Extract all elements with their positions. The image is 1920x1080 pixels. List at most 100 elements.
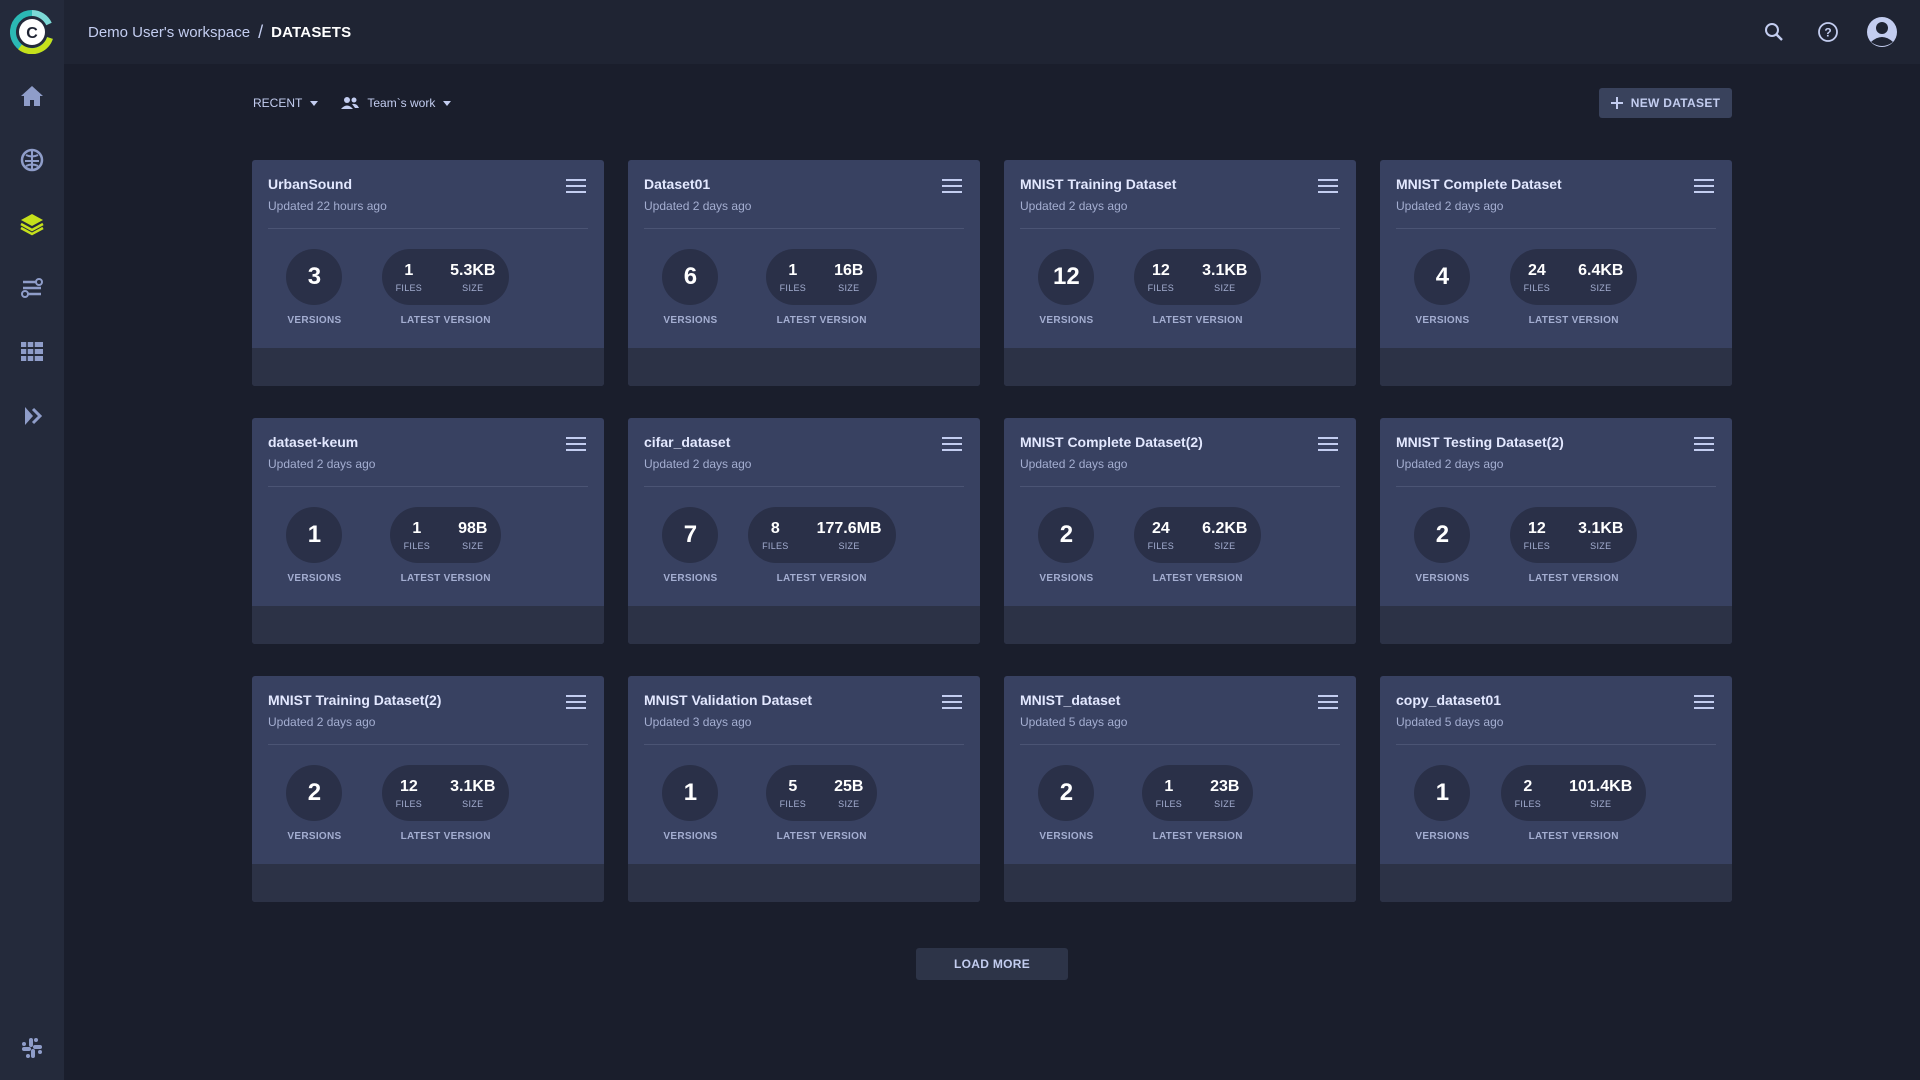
- team-filter-dropdown[interactable]: Team`s work: [340, 96, 452, 110]
- size-value: 3.1KB: [1578, 519, 1624, 537]
- files-count: 12: [1527, 519, 1546, 537]
- versions-count: 2: [1038, 507, 1095, 563]
- sort-dropdown[interactable]: RECENT: [253, 96, 319, 110]
- new-dataset-label: NEW DATASET: [1630, 96, 1721, 110]
- dataset-name: MNIST Training Dataset(2): [268, 692, 442, 708]
- pipelines-icon: [21, 278, 43, 298]
- card-menu-icon[interactable]: [942, 179, 962, 193]
- files-label: FILES: [395, 282, 423, 293]
- files-label: FILES: [762, 540, 789, 551]
- dataset-name: Dataset01: [644, 176, 711, 192]
- user-menu-button[interactable]: [1866, 16, 1898, 48]
- size-cell: 23B SIZE: [1196, 778, 1253, 809]
- dataset-card[interactable]: dataset-keum Updated 2 days ago 1 VERSIO…: [252, 418, 604, 644]
- versions-label: VERSIONS: [1415, 315, 1470, 326]
- breadcrumb-workspace[interactable]: Demo User's workspace: [88, 23, 251, 41]
- sort-label: RECENT: [253, 96, 303, 110]
- sidebar-item-workers[interactable]: [0, 320, 64, 384]
- app-logo[interactable]: C: [0, 0, 64, 64]
- card-menu-icon[interactable]: [566, 695, 586, 709]
- new-dataset-button[interactable]: NEW DATASET: [1599, 88, 1732, 118]
- size-cell: 3.1KB SIZE: [436, 778, 509, 809]
- card-divider: [1396, 228, 1716, 229]
- card-body: UrbanSound Updated 22 hours ago 3 VERSIO…: [252, 160, 604, 348]
- brain-icon: [20, 148, 44, 172]
- sidebar-item-deploy[interactable]: [0, 384, 64, 448]
- sidebar-item-experiments[interactable]: [0, 128, 64, 192]
- card-footer: [628, 864, 980, 902]
- dataset-card[interactable]: MNIST Complete Dataset(2) Updated 2 days…: [1004, 418, 1356, 644]
- files-cell: 1 FILES: [382, 262, 437, 293]
- sidebar-item-datasets[interactable]: [0, 192, 64, 256]
- dataset-card[interactable]: MNIST Complete Dataset Updated 2 days ag…: [1380, 160, 1732, 386]
- files-count: 24: [1527, 261, 1546, 279]
- latest-version-pill: 5 FILES 25B SIZE: [765, 765, 878, 821]
- caret-down-icon: [310, 100, 319, 106]
- card-stats: 6 VERSIONS 1 FILES 16B SIZE LATEST VERSI…: [644, 229, 964, 349]
- dataset-card[interactable]: UrbanSound Updated 22 hours ago 3 VERSIO…: [252, 160, 604, 386]
- dataset-card[interactable]: MNIST_dataset Updated 5 days ago 2 VERSI…: [1004, 676, 1356, 902]
- dataset-updated: Updated 2 days ago: [1396, 199, 1504, 213]
- dataset-updated: Updated 5 days ago: [1020, 715, 1128, 729]
- files-cell: 1 FILES: [390, 520, 445, 551]
- card-menu-icon[interactable]: [566, 437, 586, 451]
- latest-version-label: LATEST VERSION: [400, 315, 491, 326]
- card-menu-icon[interactable]: [1694, 179, 1714, 193]
- help-icon: ?: [1818, 22, 1838, 42]
- dataset-updated: Updated 2 days ago: [644, 199, 752, 213]
- size-value: 98B: [458, 519, 488, 537]
- card-divider: [268, 228, 588, 229]
- card-menu-icon[interactable]: [1318, 179, 1338, 193]
- dataset-updated: Updated 2 days ago: [644, 457, 752, 471]
- card-menu-icon[interactable]: [566, 179, 586, 193]
- dataset-card[interactable]: MNIST Testing Dataset(2) Updated 2 days …: [1380, 418, 1732, 644]
- dataset-card[interactable]: copy_dataset01 Updated 5 days ago 1 VERS…: [1380, 676, 1732, 902]
- card-footer: [1380, 348, 1732, 386]
- dataset-name: copy_dataset01: [1396, 692, 1502, 708]
- dataset-card[interactable]: cifar_dataset Updated 2 days ago 7 VERSI…: [628, 418, 980, 644]
- dataset-card[interactable]: Dataset01 Updated 2 days ago 6 VERSIONS …: [628, 160, 980, 386]
- load-more-button[interactable]: LOAD MORE: [916, 948, 1068, 980]
- dataset-card[interactable]: MNIST Training Dataset(2) Updated 2 days…: [252, 676, 604, 902]
- latest-version-pill: 12 FILES 3.1KB SIZE: [1133, 249, 1262, 305]
- files-cell: 8 FILES: [748, 520, 803, 551]
- card-menu-icon[interactable]: [942, 437, 962, 451]
- help-button[interactable]: ?: [1812, 16, 1844, 48]
- card-divider: [644, 744, 964, 745]
- size-value: 3.1KB: [450, 777, 496, 795]
- sidebar-item-home[interactable]: [0, 64, 64, 128]
- card-menu-icon[interactable]: [1318, 695, 1338, 709]
- card-stats: 4 VERSIONS 24 FILES 6.4KB SIZE LATEST VE…: [1396, 229, 1716, 349]
- card-stats: 2 VERSIONS 12 FILES 3.1KB SIZE LATEST VE…: [1396, 487, 1716, 607]
- card-stats: 1 VERSIONS 1 FILES 98B SIZE LATEST VERSI…: [268, 487, 588, 607]
- dataset-name: MNIST Complete Dataset: [1396, 176, 1562, 192]
- files-label: FILES: [779, 798, 807, 809]
- users-icon: [341, 97, 360, 109]
- plus-icon: [1610, 97, 1623, 109]
- versions-label: VERSIONS: [1415, 831, 1470, 842]
- size-cell: 16B SIZE: [820, 262, 877, 293]
- dataset-card[interactable]: MNIST Training Dataset Updated 2 days ag…: [1004, 160, 1356, 386]
- sidebar-item-pipelines[interactable]: [0, 256, 64, 320]
- files-label: FILES: [1514, 798, 1542, 809]
- files-count: 1: [788, 261, 798, 279]
- dataset-card[interactable]: MNIST Validation Dataset Updated 3 days …: [628, 676, 980, 902]
- size-cell: 25B SIZE: [820, 778, 877, 809]
- files-cell: 12 FILES: [1510, 520, 1565, 551]
- size-value: 16B: [834, 261, 864, 279]
- versions-count: 7: [662, 507, 719, 563]
- search-button[interactable]: [1758, 16, 1790, 48]
- card-menu-icon[interactable]: [1694, 437, 1714, 451]
- table-icon: [21, 342, 43, 361]
- card-menu-icon[interactable]: [1318, 437, 1338, 451]
- slack-link[interactable]: [0, 1016, 64, 1080]
- card-divider: [1020, 486, 1340, 487]
- card-menu-icon[interactable]: [942, 695, 962, 709]
- card-menu-icon[interactable]: [1694, 695, 1714, 709]
- size-label: SIZE: [1590, 798, 1612, 809]
- search-icon: [1765, 23, 1783, 41]
- dataset-updated: Updated 2 days ago: [268, 715, 376, 729]
- size-value: 6.2KB: [1202, 519, 1248, 537]
- dataset-updated: Updated 2 days ago: [1396, 457, 1504, 471]
- size-value: 23B: [1210, 777, 1240, 795]
